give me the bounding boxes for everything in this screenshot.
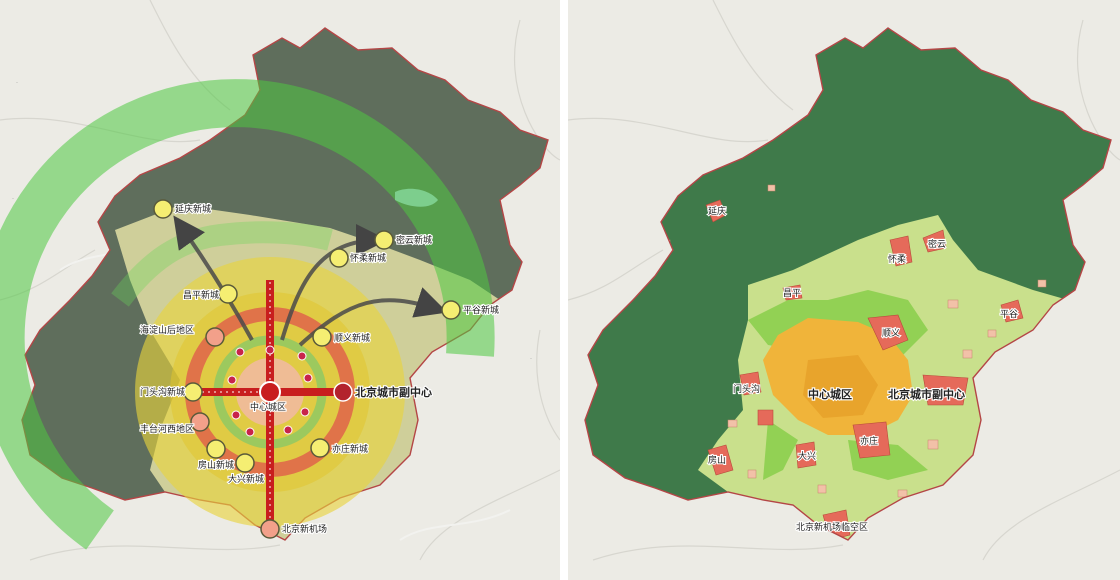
sub-center-marker bbox=[333, 382, 353, 402]
right-zones bbox=[662, 184, 1068, 540]
town-pinggu bbox=[1000, 299, 1024, 323]
label-pinggu: 平谷 bbox=[1000, 309, 1018, 319]
fangshan-marker bbox=[206, 439, 226, 459]
inner-node bbox=[227, 375, 237, 385]
label-changping: 昌平 bbox=[783, 288, 801, 298]
basemap-place-3: · bbox=[530, 356, 532, 362]
label-mentougou: 门头沟 bbox=[733, 383, 760, 394]
basemap-place-1: · bbox=[16, 80, 18, 86]
inner-node bbox=[235, 347, 245, 357]
label-shunyi: 顺义 bbox=[882, 328, 900, 338]
label-fangshan: 房山 bbox=[708, 454, 726, 465]
label-shunyi: 顺义新城 bbox=[334, 332, 370, 343]
daxing-marker bbox=[235, 453, 255, 473]
town-sub-center bbox=[922, 374, 969, 406]
label-core: 中心城区 bbox=[250, 401, 286, 412]
airport-marker bbox=[260, 519, 280, 539]
pinggu-marker bbox=[441, 300, 461, 320]
map-panel-right: 延庆 怀柔 密云 昌平 平谷 顺义 门头沟 中心城区 北京城市副中心 房山 大兴… bbox=[568, 0, 1120, 580]
mentougou-marker bbox=[183, 382, 203, 402]
label-yanqing: 延庆新城 bbox=[175, 203, 211, 214]
town-fengtai bbox=[757, 409, 774, 426]
label-pinggu: 平谷新城 bbox=[463, 304, 499, 315]
small-settlements bbox=[662, 184, 1047, 498]
yanqing-marker bbox=[153, 199, 173, 219]
label-changping: 昌平新城 bbox=[183, 289, 219, 300]
label-huairou: 怀柔新城 bbox=[350, 252, 386, 263]
green-wedge-sw bbox=[763, 420, 798, 480]
yizhuang-marker bbox=[310, 438, 330, 458]
inner-node bbox=[245, 427, 255, 437]
label-core: 中心城区 bbox=[808, 387, 852, 401]
inner-node bbox=[297, 351, 307, 361]
inner-node bbox=[283, 425, 293, 435]
green-ecology-belt bbox=[0, 79, 495, 550]
core-center-marker bbox=[259, 381, 281, 403]
left-labels: 延庆新城 密云新城 怀柔新城 昌平新城 平谷新城 海淀山后地区 顺义新城 门头沟… bbox=[139, 202, 500, 535]
basemap-place-2: · bbox=[12, 196, 14, 202]
label-mentougou: 门头沟新城 bbox=[140, 386, 185, 397]
green-ecology-belt-inner bbox=[111, 221, 333, 307]
town-shunyi bbox=[867, 314, 909, 351]
label-sub-center: 北京城市副中心 bbox=[888, 387, 965, 401]
town-yizhuang bbox=[852, 421, 891, 459]
shunyi-marker bbox=[312, 327, 332, 347]
right-labels: 延庆 怀柔 密云 昌平 平谷 顺义 门头沟 中心城区 北京城市副中心 房山 大兴… bbox=[707, 204, 1019, 533]
town-daxing bbox=[795, 441, 817, 469]
label-fangshan: 房山新城 bbox=[198, 459, 234, 470]
inner-node bbox=[265, 345, 275, 355]
town-blocks bbox=[705, 199, 1024, 540]
label-huairou: 怀柔 bbox=[888, 253, 906, 264]
new-town-markers bbox=[153, 199, 461, 539]
miyun-marker bbox=[374, 230, 394, 250]
inner-nodes bbox=[227, 345, 313, 437]
label-sub-center: 北京城市副中心 bbox=[355, 385, 432, 399]
label-daxing: 大兴 bbox=[798, 450, 816, 461]
panel-divider bbox=[560, 0, 568, 580]
central-core bbox=[803, 355, 878, 418]
label-daxing: 大兴新城 bbox=[228, 473, 264, 484]
label-yizhuang: 亦庄 bbox=[860, 435, 878, 446]
haidian-north-marker bbox=[205, 327, 225, 347]
basemap-roads bbox=[568, 0, 1120, 561]
label-miyun: 密云 bbox=[928, 238, 946, 249]
label-airport: 北京新机场临空区 bbox=[796, 521, 868, 532]
label-airport: 北京新机场 bbox=[282, 523, 327, 534]
map-panel-left: · · · bbox=[0, 0, 560, 580]
label-yizhuang: 亦庄新城 bbox=[332, 443, 368, 454]
planning-structure-map: · · · bbox=[0, 0, 560, 580]
town-huairou bbox=[889, 235, 913, 267]
fengtai-marker bbox=[190, 412, 210, 432]
inner-node bbox=[300, 407, 310, 417]
label-fengtai: 丰台河西地区 bbox=[140, 423, 194, 434]
changping-marker bbox=[218, 284, 238, 304]
inner-node bbox=[231, 410, 241, 420]
label-haidian-north: 海淀山后地区 bbox=[140, 324, 194, 335]
label-miyun: 密云新城 bbox=[396, 234, 432, 245]
town-fangshan bbox=[707, 444, 734, 476]
town-miyun bbox=[922, 229, 947, 253]
town-yanqing bbox=[705, 199, 727, 223]
land-use-map: 延庆 怀柔 密云 昌平 平谷 顺义 门头沟 中心城区 北京城市副中心 房山 大兴… bbox=[568, 0, 1120, 580]
town-changping bbox=[782, 284, 803, 301]
label-yanqing: 延庆 bbox=[708, 205, 726, 216]
town-mentougou bbox=[739, 371, 762, 396]
huairou-marker bbox=[329, 248, 349, 268]
inner-node bbox=[303, 373, 313, 383]
